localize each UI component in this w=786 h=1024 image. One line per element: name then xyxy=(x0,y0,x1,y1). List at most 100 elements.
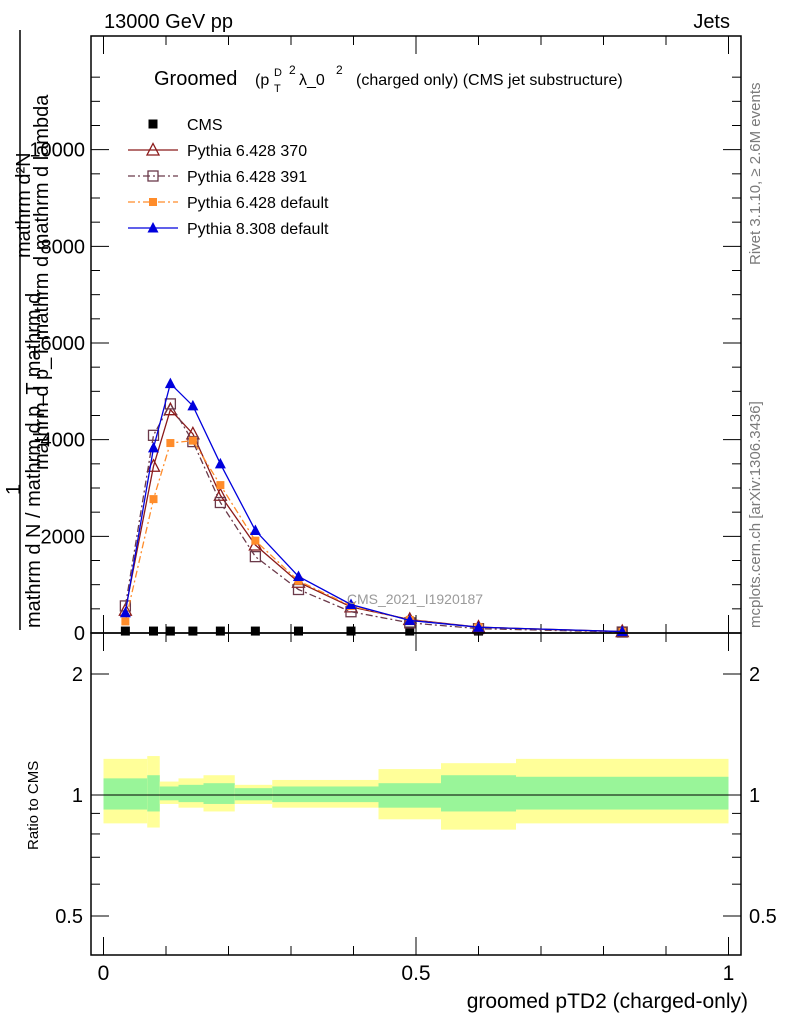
data-point-p8 xyxy=(148,441,159,453)
data-point-cms xyxy=(188,626,198,636)
data-point-cms xyxy=(250,626,260,636)
legend-marker xyxy=(147,170,159,182)
legend: CMS Pythia 6.428 370 Pythia 6.428 391 Pythi… xyxy=(128,117,329,238)
data-point-p8 xyxy=(187,399,199,411)
data-point-p8 xyxy=(345,598,357,609)
legend-marker xyxy=(147,222,159,233)
data-point-cms xyxy=(215,626,225,636)
legend-entry-p6def: Pythia 6.428 default xyxy=(128,195,329,212)
ratio-inner-band xyxy=(516,776,729,810)
y-tick-label: 2000 xyxy=(41,526,86,548)
ratio-inner-band xyxy=(178,784,204,803)
ratio-inner-band xyxy=(203,783,235,804)
title-lam: λ_0 xyxy=(299,72,325,89)
x-tick-label: 0 xyxy=(98,962,110,985)
ratio-bands xyxy=(103,756,729,830)
legend-label: CMS xyxy=(187,117,223,134)
ratio-inner-band xyxy=(234,788,273,801)
ratio-y-label: Ratio to CMS xyxy=(25,761,42,850)
legend-entry-p391: Pythia 6.428 391 xyxy=(128,169,307,186)
title-sq2: 2 xyxy=(336,63,343,77)
title-p: (p xyxy=(255,72,269,89)
legend-entry-p8: Pythia 8.308 default xyxy=(128,221,329,238)
series-p391 xyxy=(119,398,628,638)
ratio-inner-band xyxy=(147,775,160,812)
series-cms xyxy=(120,626,627,636)
legend-entry-p370: Pythia 6.428 370 xyxy=(128,142,307,160)
ratio-y-tick-label-right: 2 xyxy=(749,664,760,686)
ratio-y-tick-label: 0.5 xyxy=(55,906,83,928)
data-point-cms xyxy=(294,626,303,636)
title-sq1: 2 xyxy=(289,63,296,77)
data-point-p6def xyxy=(121,617,130,626)
ratio-inner-band xyxy=(441,775,516,812)
data-point-p8 xyxy=(164,377,176,389)
x-tick-label: 0.5 xyxy=(401,962,430,985)
series-line-p391 xyxy=(124,402,623,633)
ratio-y-tick-label-right: 1 xyxy=(749,785,760,807)
data-point-cms xyxy=(346,626,356,636)
data-point-p8 xyxy=(404,614,416,625)
data-point-cms xyxy=(405,626,415,636)
legend-marker xyxy=(145,142,161,156)
title-groomed: Groomed xyxy=(154,68,237,90)
data-point-p8 xyxy=(249,524,261,536)
y-tick-label: 4000 xyxy=(41,430,86,452)
ratio-y-tick-label-right: 0.5 xyxy=(749,906,777,928)
mcplots-label: mcplots.cern.ch [arXiv:1306.3436] xyxy=(747,401,764,628)
header-left: 13000 GeV pp xyxy=(104,11,233,33)
main-axis-ticks: 0 2000 4000 6000 8000 10000 xyxy=(29,36,741,645)
title-rest: (charged only) (CMS jet substructure) xyxy=(356,72,623,89)
ratio-inner-band xyxy=(272,786,379,803)
data-point-p8 xyxy=(119,606,131,618)
y-tick-label: 10000 xyxy=(29,140,85,162)
data-point-p391 xyxy=(249,550,262,563)
x-axis-label: groomed pTD2 (charged-only) xyxy=(467,990,748,1013)
data-point-p391 xyxy=(147,429,160,441)
ratio-inner-band xyxy=(159,786,179,801)
rivet-label: Rivet 3.1.10, ≥ 2.6M events xyxy=(747,83,764,266)
data-point-p391 xyxy=(214,496,227,509)
data-point-cms xyxy=(149,626,158,636)
data-point-p6def xyxy=(188,436,197,445)
data-point-p8 xyxy=(473,621,484,632)
ratio-y-tick-label: 2 xyxy=(72,664,83,686)
data-point-cms xyxy=(165,626,175,636)
data-point-p8 xyxy=(214,457,226,469)
legend-entry-cms: CMS xyxy=(148,117,223,134)
plot-title: Groomed (p D T 2 λ_0 2 (charged only) (C… xyxy=(154,63,623,95)
data-point-p6def xyxy=(251,536,260,545)
analysis-watermark: CMS_2021_I1920187 xyxy=(347,591,483,607)
y-axis-label: mathrm d²N mathrm d p_T mathrm d mathrm … xyxy=(3,30,53,630)
legend-label: Pythia 6.428 391 xyxy=(187,169,307,186)
legend-label: Pythia 8.308 default xyxy=(187,221,329,238)
ylabel-denominator: mathrm d p_T mathrm d mathrm d lambda xyxy=(31,94,53,470)
legend-marker xyxy=(148,119,158,129)
data-point-p8 xyxy=(293,570,304,581)
legend-label: Pythia 6.428 default xyxy=(187,195,329,212)
title-D: D xyxy=(274,67,282,79)
ylabel-lower: mathrm d N / mathrm d p_T mathrm d xyxy=(23,293,45,628)
legend-marker xyxy=(149,198,157,206)
x-tick-label: 1 xyxy=(723,962,735,985)
ratio-y-tick-label: 1 xyxy=(72,785,83,807)
title-T: T xyxy=(274,83,281,95)
ratio-axis-ticks: 0.5 0.5 1 1 2 2 0 0.5 1 xyxy=(55,633,777,985)
main-panel: 0 2000 4000 6000 8000 10000 xyxy=(29,35,742,645)
ratio-frame xyxy=(90,632,742,956)
main-series xyxy=(118,377,630,638)
legend-label: Pythia 6.428 370 xyxy=(187,143,307,160)
ylabel-numerator: mathrm d²N xyxy=(13,152,35,258)
ratio-panel: 0.5 0.5 1 1 2 2 0 0.5 1 xyxy=(55,632,777,985)
data-point-p6def xyxy=(149,495,158,504)
y-tick-label: 0 xyxy=(74,623,85,645)
header-right: Jets xyxy=(693,11,730,33)
data-point-cms xyxy=(120,626,130,636)
ylabel-one: 1 xyxy=(3,484,25,495)
data-point-p6def xyxy=(166,439,175,448)
y-tick-label: 6000 xyxy=(41,333,86,355)
data-point-p6def xyxy=(216,481,225,490)
ratio-inner-band xyxy=(103,778,148,810)
y-tick-label: 8000 xyxy=(41,236,86,258)
